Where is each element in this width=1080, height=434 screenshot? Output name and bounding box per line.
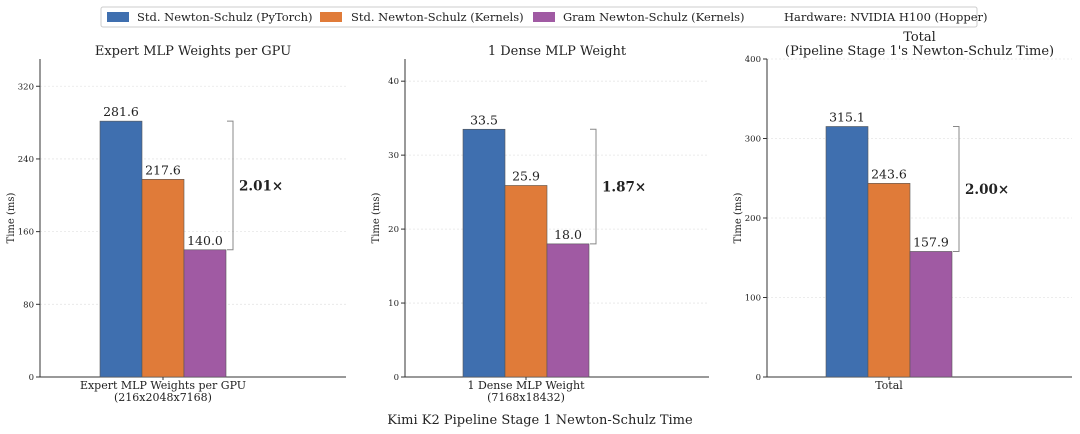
- bar-value-label: 315.1: [829, 109, 865, 124]
- y-tick-label: 320: [18, 82, 34, 92]
- chart-panel-3: Total(Pipeline Stage 1's Newton-Schulz T…: [733, 30, 1072, 392]
- y-axis-label: Time (ms): [6, 192, 17, 243]
- bar-3: [546, 243, 590, 378]
- bar-1: [462, 128, 506, 378]
- y-tick-label: 40: [388, 77, 399, 87]
- footer-title: Kimi K2 Pipeline Stage 1 Newton-Schulz T…: [387, 413, 693, 428]
- y-axis-label: Time (ms): [733, 192, 744, 243]
- y-tick-label: 10: [388, 299, 399, 309]
- bar-value-label: 18.0: [554, 227, 582, 242]
- bar-2: [504, 185, 548, 378]
- y-tick-label: 20: [388, 225, 399, 235]
- x-tick-label: (7168x18432): [487, 391, 565, 404]
- bar-2: [141, 178, 185, 378]
- x-tick-label: 1 Dense MLP Weight: [467, 379, 585, 392]
- y-tick-label: 0: [756, 373, 761, 383]
- y-tick-label: 400: [745, 55, 761, 65]
- bar-3: [183, 249, 227, 378]
- chart-panels: Expert MLP Weights per GPU 0 80 160 240 320 Ti…: [6, 30, 1072, 404]
- legend-hardware-label: Hardware: NVIDIA H100 (Hopper): [784, 10, 988, 24]
- panel-title: (Pipeline Stage 1's Newton-Schulz Time): [785, 44, 1054, 59]
- bar-value-label: 243.6: [871, 166, 907, 181]
- y-tick-label: 240: [18, 155, 34, 165]
- x-tick-label: Total: [875, 379, 903, 392]
- y-tick-label: 0: [29, 373, 34, 383]
- bar-value-label: 33.5: [470, 112, 498, 127]
- legend-label-gram: Gram Newton-Schulz (Kernels): [563, 10, 745, 24]
- panel-title: Expert MLP Weights per GPU: [95, 44, 291, 59]
- speedup-bracket: [953, 125, 960, 252]
- y-tick-label: 0: [394, 373, 399, 383]
- legend-label-pytorch: Std. Newton-Schulz (PyTorch): [137, 10, 313, 24]
- bar-1: [99, 120, 143, 378]
- bar-value-label: 217.6: [145, 162, 181, 177]
- y-tick-label: 30: [388, 151, 399, 161]
- y-tick-label: 300: [745, 135, 761, 145]
- speedup-label: 1.87×: [602, 180, 646, 196]
- legend-swatch-pytorch: [107, 12, 129, 22]
- bar-1: [825, 126, 869, 378]
- speedup-bracket: [590, 128, 597, 245]
- speedup-label: 2.00×: [965, 182, 1009, 198]
- x-tick-label: Expert MLP Weights per GPU: [80, 379, 246, 392]
- chart-panel-2: 1 Dense MLP Weight 0 10 20 30 40 Time (ms) 33.5…: [371, 44, 709, 404]
- y-tick-label: 200: [745, 214, 761, 224]
- bar-3: [909, 251, 953, 378]
- speedup-label: 2.01×: [239, 178, 283, 194]
- legend: Std. Newton-Schulz (PyTorch) Std. Newton…: [100, 6, 988, 28]
- y-axis-label: Time (ms): [371, 192, 382, 243]
- panel-title: 1 Dense MLP Weight: [488, 44, 627, 59]
- chart-panel-1: Expert MLP Weights per GPU 0 80 160 240 320 Ti…: [6, 44, 346, 404]
- bar-value-label: 157.9: [913, 234, 949, 249]
- bar-value-label: 281.6: [103, 104, 139, 119]
- legend-swatch-kernels: [320, 12, 342, 22]
- panel-title: Total: [903, 30, 936, 45]
- y-tick-label: 80: [23, 300, 34, 310]
- y-tick-label: 160: [18, 228, 34, 238]
- bar-2: [867, 183, 911, 378]
- bar-value-label: 25.9: [512, 168, 540, 183]
- x-tick-label: (216x2048x7168): [114, 391, 212, 404]
- legend-swatch-gram: [533, 12, 555, 22]
- legend-label-kernels: Std. Newton-Schulz (Kernels): [351, 10, 524, 24]
- y-tick-label: 100: [745, 294, 761, 304]
- bar-value-label: 140.0: [187, 233, 223, 248]
- speedup-bracket: [227, 120, 234, 251]
